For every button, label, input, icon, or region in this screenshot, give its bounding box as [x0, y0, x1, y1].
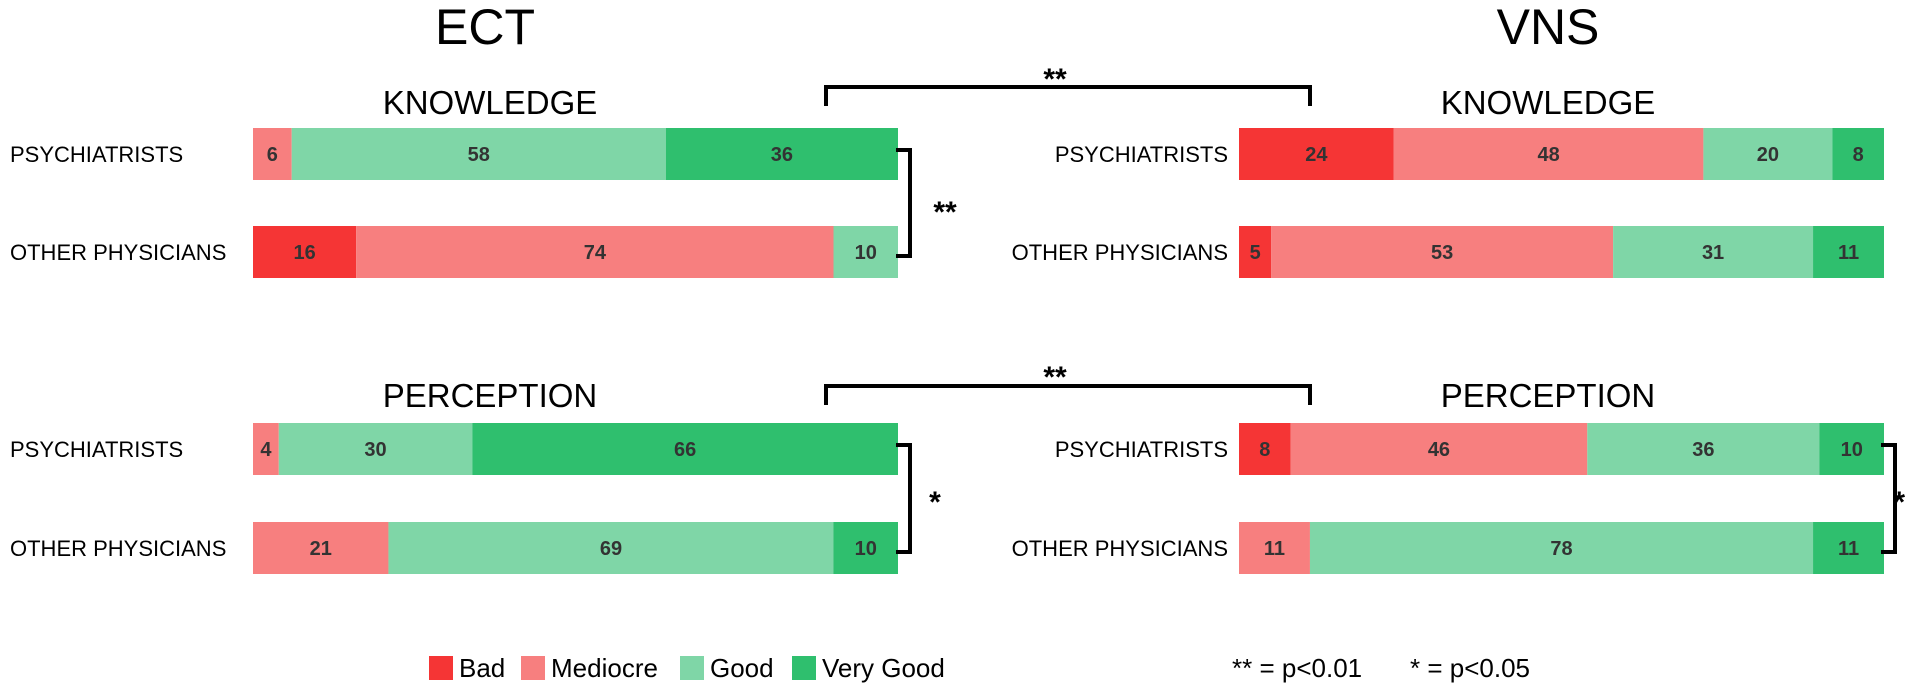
ect-perception-other-physicians-mediocre-bar — [253, 522, 389, 574]
legend-swatch-good — [680, 656, 704, 680]
vns-knowledge-other-physicians-good-value: 31 — [1702, 242, 1724, 264]
ect-knowledge-other-physicians-bad-bar — [253, 226, 357, 278]
vns-perception-psychiatrists-mediocre-value: 46 — [1428, 439, 1450, 461]
vns-knowledge-psychiatrists-very-good-value: 8 — [1853, 144, 1864, 166]
ect-knowledge-other-physicians-mediocre-bar — [356, 226, 834, 278]
ect-perception-psychiatrists-mediocre-value: 4 — [260, 439, 272, 461]
vns-perception-psychiatrists-very-good-value: 10 — [1841, 439, 1863, 461]
ect-knowledge-other-physicians-good-bar — [833, 226, 898, 278]
ect-knowledge-row-label-other-physicians: OTHER PHYSICIANS — [10, 240, 226, 265]
vns-knowledge-psychiatrists-good-value: 20 — [1757, 144, 1779, 166]
vns-knowledge-subtitle: KNOWLEDGE — [1441, 84, 1656, 121]
ect-column-title: ECT — [435, 0, 535, 55]
vns-knowledge-other-physicians-good-bar — [1613, 226, 1814, 278]
ect-knowledge-other-physicians-good-value: 10 — [855, 242, 877, 264]
perception-comparison-bracket — [824, 384, 1312, 405]
legend-label-very-good: Very Good — [822, 653, 945, 683]
vns-perception-other-physicians-mediocre-value: 11 — [1264, 538, 1285, 560]
ect-perception-row-label-psychiatrists: PSYCHIATRISTS — [10, 437, 183, 462]
vns-perception-subtitle: PERCEPTION — [1441, 377, 1656, 414]
vns-knowledge-other-physicians-bad-value: 5 — [1250, 242, 1261, 264]
vns-knowledge-psychiatrists-bad-value: 24 — [1305, 144, 1328, 166]
vns-perception-psychiatrists-good-value: 36 — [1692, 439, 1714, 461]
knowledge-comparison-bracket — [824, 85, 1312, 106]
ect-perception-subtitle: PERCEPTION — [383, 377, 598, 414]
legend-label-good: Good — [710, 653, 774, 683]
ect-knowledge-row-label-psychiatrists: PSYCHIATRISTS — [10, 142, 183, 167]
ect-perception-other-physicians-good-value: 69 — [600, 538, 622, 560]
ect-knowledge-other-physicians-bad-value: 16 — [293, 242, 315, 264]
vns-knowledge-psychiatrists-good-bar — [1703, 128, 1833, 180]
legend: Bad Mediocre Good Very Good ** = p<0.01 … — [429, 653, 1530, 683]
knowledge-comparison-label: ** — [1043, 63, 1067, 96]
vns-perception-row-label-other-physicians: OTHER PHYSICIANS — [1012, 536, 1228, 561]
vns-perception-psychiatrists-good-bar — [1587, 423, 1820, 475]
ect-knowledge-psychiatrists-mediocre-bar — [253, 128, 292, 180]
ect-perception-other-physicians-mediocre-value: 21 — [310, 538, 332, 560]
vns-knowledge-row-label-psychiatrists: PSYCHIATRISTS — [1055, 142, 1228, 167]
vns-perception-other-physicians-good-value: 78 — [1550, 538, 1572, 560]
ect-knowledge-psychiatrists-good-value: 58 — [468, 144, 490, 166]
legend-note-single-star: * = p<0.05 — [1410, 653, 1530, 683]
ect-knowledge-other-physicians-mediocre-value: 74 — [584, 242, 607, 264]
vns-perception-significance-label: * — [1893, 486, 1905, 519]
legend-label-bad: Bad — [459, 653, 505, 683]
ect-knowledge-psychiatrists-good-bar — [291, 128, 666, 180]
vns-perception-psychiatrists-bad-bar — [1239, 423, 1291, 475]
ect-perception-other-physicians-very-good-bar — [833, 522, 898, 574]
ect-perception-significance-bracket — [896, 443, 912, 554]
vns-knowledge-other-physicians-mediocre-value: 53 — [1431, 242, 1453, 264]
vns-perception-psychiatrists-very-good-bar — [1819, 423, 1884, 475]
ect-perception-psychiatrists-mediocre-bar — [253, 423, 279, 475]
vns-perception-other-physicians-very-good-value: 11 — [1838, 538, 1859, 560]
vns-column-title: VNS — [1497, 0, 1600, 55]
vns-perception-significance-bracket — [1881, 443, 1897, 554]
vns-knowledge-other-physicians-mediocre-bar — [1271, 226, 1614, 278]
vns-perception-other-physicians-good-bar — [1309, 522, 1814, 574]
vns-knowledge-psychiatrists-mediocre-value: 48 — [1537, 144, 1559, 166]
ect-knowledge-psychiatrists-very-good-value: 36 — [771, 144, 793, 166]
perception-comparison-label: ** — [1043, 361, 1067, 394]
vns-perception-other-physicians-mediocre-bar — [1239, 522, 1310, 574]
vns-knowledge-psychiatrists-mediocre-bar — [1393, 128, 1704, 180]
ect-perception-psychiatrists-very-good-value: 66 — [674, 439, 696, 461]
ect-perception-psychiatrists-good-bar — [278, 423, 473, 475]
vns-knowledge-other-physicians-very-good-value: 11 — [1838, 242, 1859, 264]
legend-swatch-bad — [429, 656, 453, 680]
legend-swatch-mediocre — [521, 656, 545, 680]
ect-perception-psychiatrists-good-value: 30 — [364, 439, 386, 461]
vns-perception-other-physicians-very-good-bar — [1813, 522, 1884, 574]
vns-knowledge-other-physicians-bad-bar — [1239, 226, 1272, 278]
legend-note-double-star: ** = p<0.01 — [1232, 653, 1362, 683]
ect-perception-psychiatrists-very-good-bar — [472, 423, 898, 475]
vns-knowledge-other-physicians-very-good-bar — [1813, 226, 1884, 278]
vns-perception-psychiatrists-bad-value: 8 — [1259, 439, 1270, 461]
legend-swatch-very-good — [792, 656, 816, 680]
ect-knowledge-significance-label: ** — [933, 196, 957, 229]
ect-knowledge-psychiatrists-mediocre-value: 6 — [267, 144, 278, 166]
vns-perception-psychiatrists-mediocre-bar — [1290, 423, 1588, 475]
ect-knowledge-significance-bracket — [896, 148, 912, 258]
vns-knowledge-row-label-other-physicians: OTHER PHYSICIANS — [1012, 240, 1228, 265]
ect-perception-other-physicians-very-good-value: 10 — [855, 538, 877, 560]
vns-knowledge-psychiatrists-very-good-bar — [1832, 128, 1884, 180]
ect-knowledge-psychiatrists-very-good-bar — [665, 128, 898, 180]
ect-perception-row-label-other-physicians: OTHER PHYSICIANS — [10, 536, 226, 561]
ect-perception-significance-label: * — [929, 486, 941, 519]
legend-label-mediocre: Mediocre — [551, 653, 658, 683]
vns-perception-row-label-psychiatrists: PSYCHIATRISTS — [1055, 437, 1228, 462]
ect-knowledge-subtitle: KNOWLEDGE — [383, 84, 598, 121]
vns-knowledge-psychiatrists-bad-bar — [1239, 128, 1394, 180]
ect-perception-other-physicians-good-bar — [388, 522, 834, 574]
